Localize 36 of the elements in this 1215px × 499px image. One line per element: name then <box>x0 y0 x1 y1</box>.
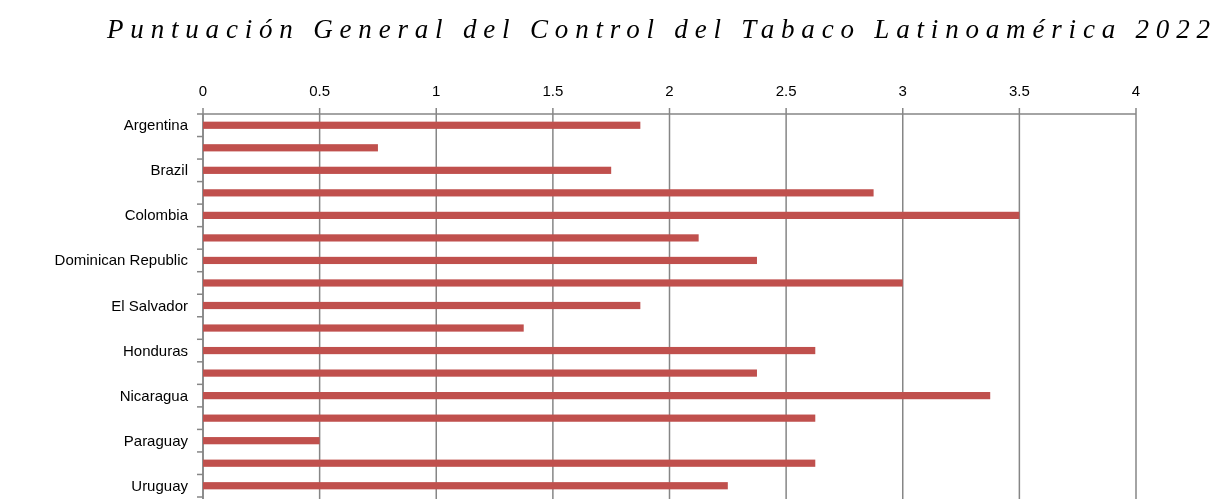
bar <box>203 279 903 287</box>
x-tick-label: 3.5 <box>1008 82 1030 99</box>
bar <box>203 166 612 174</box>
bar <box>203 256 757 265</box>
x-tick-label: 1.5 <box>542 82 564 99</box>
bar <box>203 144 378 152</box>
y-tick-label: Uruguay <box>131 476 189 494</box>
bar <box>203 234 699 242</box>
y-tick-label: Dominican Republic <box>54 251 189 269</box>
bar <box>203 392 991 400</box>
bar <box>203 301 641 310</box>
y-tick-label: Colombia <box>124 206 189 224</box>
x-tick-label: 1 <box>432 82 441 99</box>
bar <box>203 414 816 422</box>
bar <box>203 459 816 467</box>
bar <box>203 369 757 377</box>
bar <box>203 482 728 490</box>
x-tick-label: 3 <box>898 82 907 99</box>
bar <box>203 437 320 445</box>
y-tick-label: El Salvador <box>111 296 188 314</box>
x-tick-label: 2.5 <box>775 82 797 99</box>
y-tick-label: Brazil <box>150 161 188 179</box>
bar <box>203 211 1020 219</box>
bar <box>203 346 816 355</box>
chart-title: Puntuación General del Control del Tabaco Latinoamérica 2022 <box>106 14 1210 44</box>
y-tick-label: Honduras <box>122 341 188 359</box>
bar <box>203 324 524 332</box>
x-tick-label: 0.5 <box>309 82 331 99</box>
bar <box>203 121 641 129</box>
x-tick-label: 2 <box>665 82 674 99</box>
y-tick-label: Paraguay <box>123 431 189 449</box>
x-tick-label: 4 <box>1131 82 1141 99</box>
y-tick-label: Nicaragua <box>119 386 189 404</box>
x-tick-label: 0 <box>198 82 208 99</box>
bar <box>203 189 874 197</box>
y-tick-label: Argentina <box>123 116 189 134</box>
